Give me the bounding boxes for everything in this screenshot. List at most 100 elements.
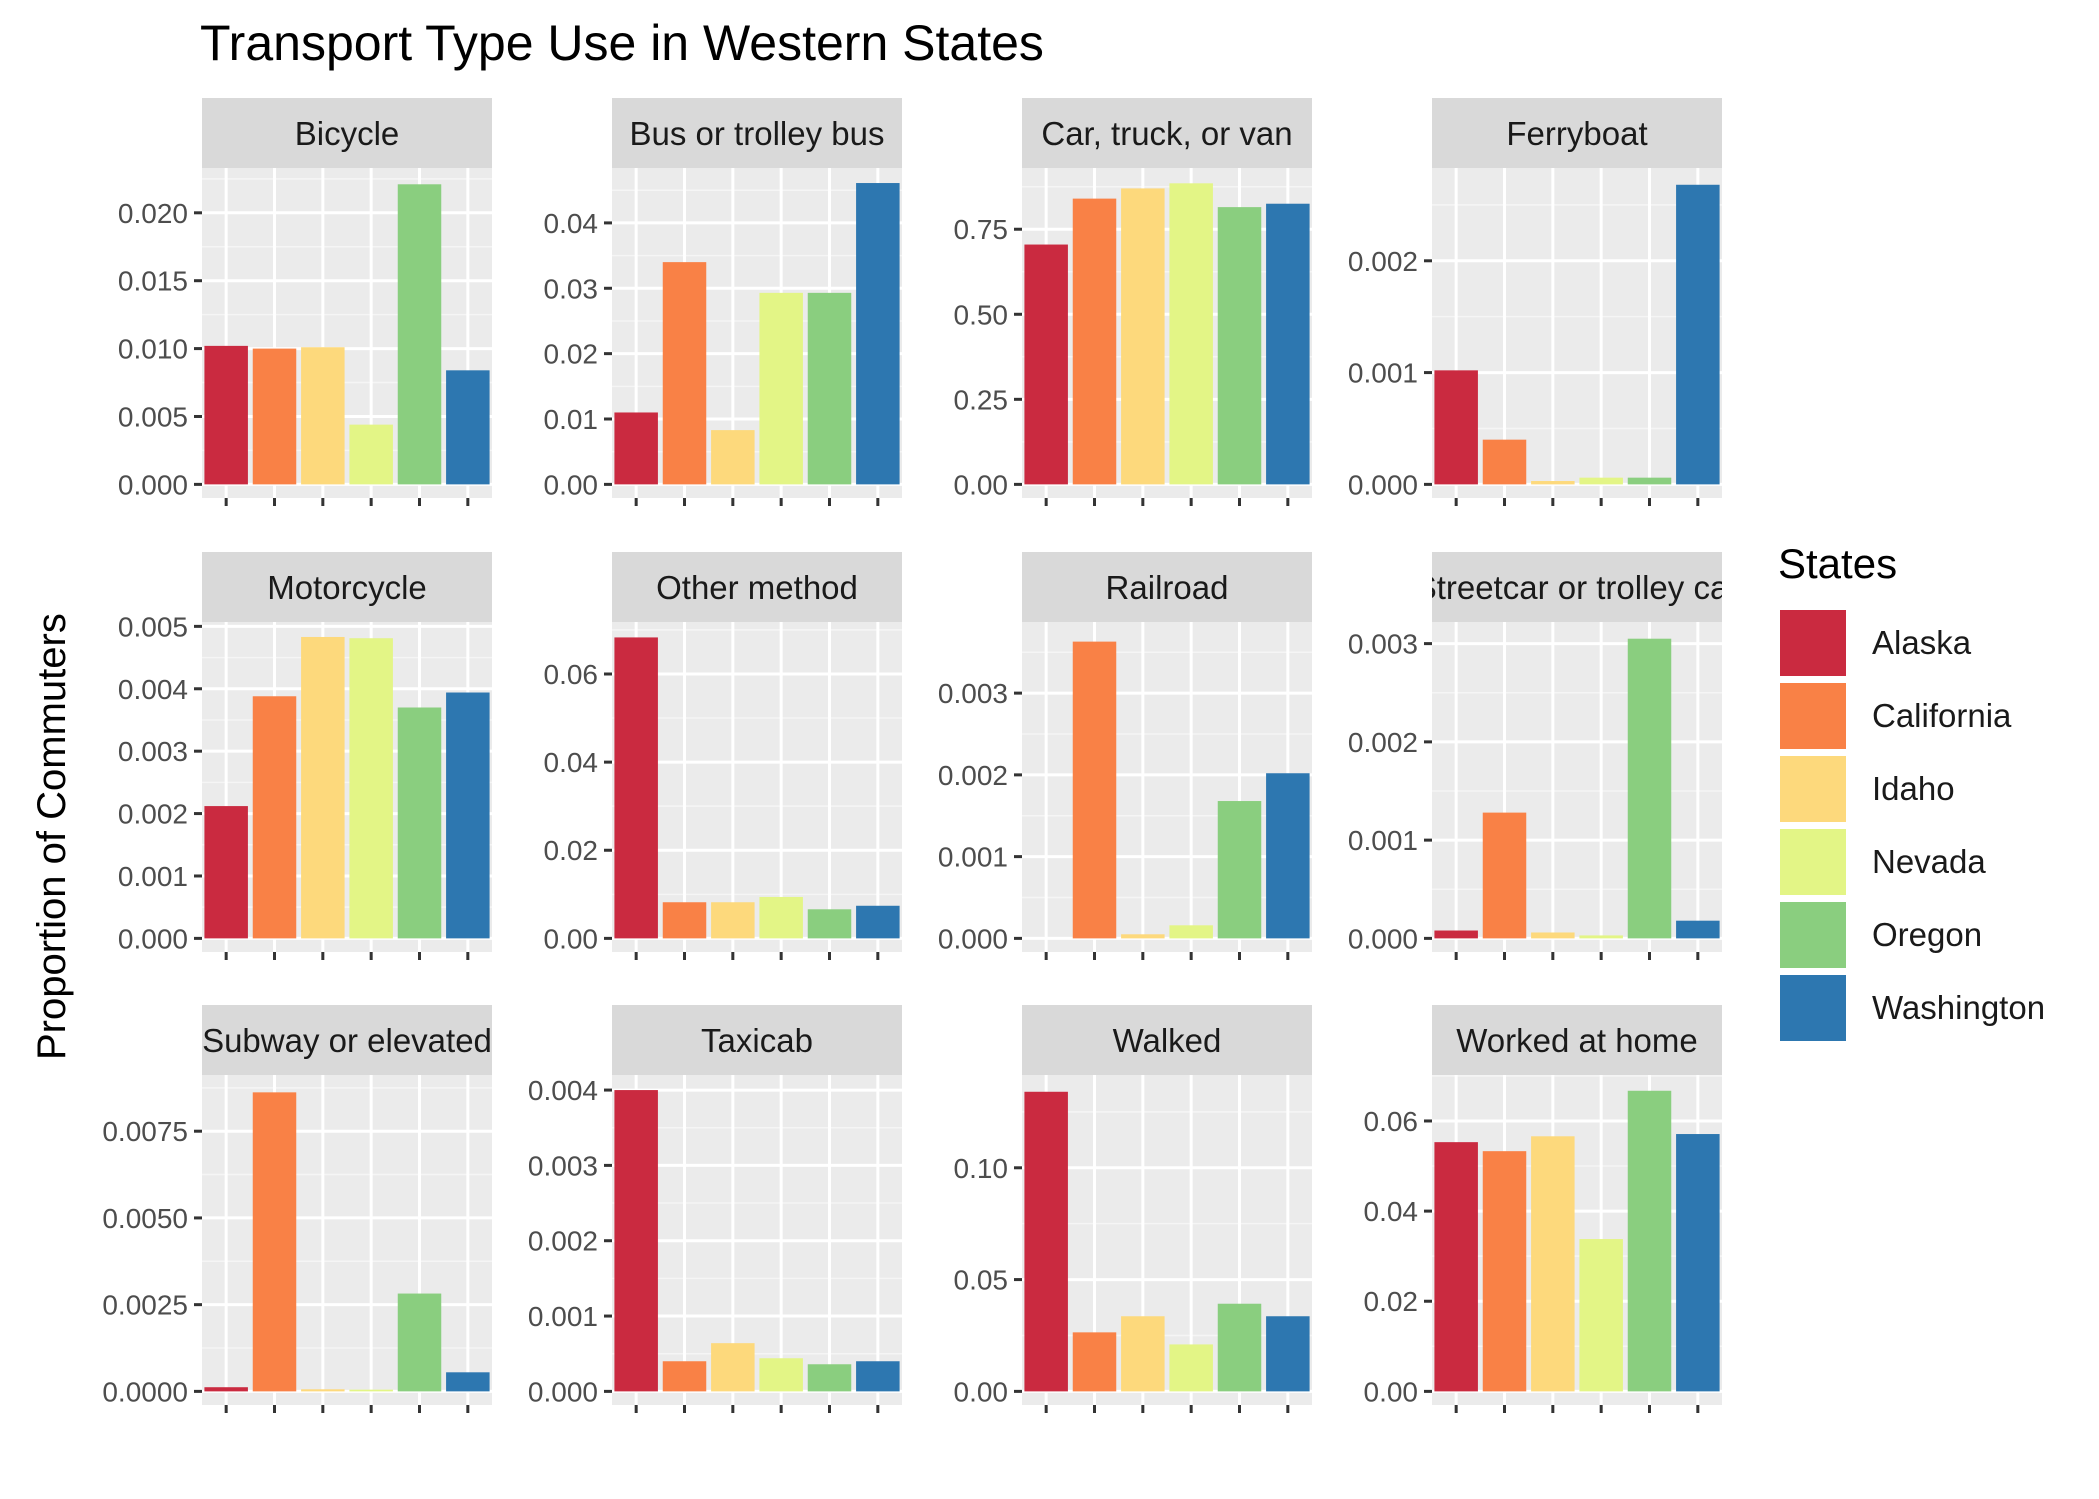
y-tick-label: 0.000 [118,923,188,954]
bar-worked-at-home-california [1482,1151,1527,1392]
y-tick-label: 0.004 [528,1075,598,1106]
facet-strip-label: Bicycle [295,115,400,152]
legend-key [1778,680,1848,751]
legend-label: Alaska [1872,623,1972,661]
bar-worked-at-home-washington [1676,1134,1720,1392]
y-tick-label: 0.000 [1348,469,1418,500]
bar-bicycle-idaho [301,347,345,485]
bar-subway-or-elevated-california [252,1092,297,1392]
y-tick-label: 0.0000 [102,1376,188,1407]
facet-bicycle: Bicycle 0.000 0.005 0.010 0.015 0.020 [118,98,492,506]
bar-other-method-washington [856,905,900,939]
legend-key [1778,972,1848,1043]
y-tick-label: 0.010 [118,334,188,365]
y-tick-label: 0.0025 [102,1290,188,1321]
chart-title: Transport Type Use in Western States [200,15,1044,71]
bar-walked-washington [1266,1316,1310,1392]
bar-subway-or-elevated-nevada [349,1389,393,1392]
y-tick-label: 0.75 [954,214,1009,245]
facet-strip [1022,552,1312,622]
bar-taxicab-washington [856,1361,900,1392]
facet-strip-label: Ferryboat [1506,115,1647,152]
y-tick-label: 0.002 [938,760,1008,791]
legend-label: California [1872,696,2012,734]
bar-streetcar-or-trolley-car-idaho [1531,932,1575,939]
bar-other-method-california [662,902,707,939]
y-tick-label: 0.002 [1348,246,1418,277]
facet-strip-label: Motorcycle [267,569,427,606]
facet-taxicab: Taxicab 0.000 0.001 0.002 0.003 0.004 [528,1005,902,1413]
facet-walked: Walked 0.00 0.05 0.10 [954,1005,1312,1413]
y-tick-label: 0.02 [544,339,599,370]
bar-other-method-nevada [759,896,803,939]
bar-worked-at-home-nevada [1579,1239,1623,1392]
y-tick-label: 0.003 [1348,629,1418,660]
y-tick-label: 0.0050 [102,1203,188,1234]
facet-strip [612,98,902,168]
y-tick-label: 0.001 [1348,358,1418,389]
y-tick-label: 0.015 [118,266,188,297]
y-tick-label: 0.002 [118,799,188,830]
panel-background [1432,622,1722,952]
facet-strip [202,98,492,168]
bar-streetcar-or-trolley-car-alaska [1434,930,1478,939]
bar-car-truck-or-van-nevada [1169,183,1213,485]
facet-strip-label: Bus or trolley bus [630,115,885,152]
facet-streetcar-or-trolley-car: Streetcar or trolley car 0.000 0.001 0.002 0… [1348,552,1722,960]
legend-item-nevada: Nevada [1778,825,2045,898]
y-tick-label: 0.001 [1348,825,1418,856]
facet-strip-label: Walked [1113,1022,1222,1059]
facet-strip-label: Railroad [1106,569,1229,606]
bar-streetcar-or-trolley-car-washington [1676,920,1720,939]
panel-background [1432,168,1722,498]
facet-strip [612,1005,902,1075]
bar-other-method-oregon [807,909,852,939]
panel-background [612,622,902,952]
bar-streetcar-or-trolley-car-nevada [1579,935,1623,939]
legend-key [1778,607,1848,678]
facet-strip [202,1005,492,1075]
facet-strip [612,552,902,622]
facet-ferryboat: Ferryboat 0.000 0.001 0.002 [1348,98,1722,506]
bar-ferryboat-oregon [1627,477,1672,485]
bar-ferryboat-washington [1676,184,1720,485]
bar-walked-idaho [1121,1316,1165,1392]
bar-ferryboat-nevada [1579,477,1623,485]
y-tick-label: 0.00 [544,469,599,500]
bar-taxicab-oregon [807,1364,852,1392]
y-tick-label: 0.002 [1348,727,1418,758]
y-tick-label: 0.01 [544,404,599,435]
y-tick-label: 0.004 [118,674,188,705]
y-tick-label: 0.04 [1364,1196,1419,1227]
bar-bicycle-california [252,348,297,485]
facet-other-method: Other method 0.00 0.02 0.04 0.06 [544,552,902,960]
bar-car-truck-or-van-idaho [1121,188,1165,485]
facet-strip [202,552,492,622]
facet-worked-at-home: Worked at home 0.00 0.02 0.04 0.06 [1364,1005,1722,1413]
bar-bicycle-washington [446,370,490,485]
legend-key [1778,899,1848,970]
bar-taxicab-nevada [759,1358,803,1392]
bar-taxicab-california [662,1361,707,1392]
legend-key [1778,826,1848,897]
panel-background [1022,168,1312,498]
facet-strip-label: Subway or elevated [202,1022,492,1059]
legend-label: Washington [1872,988,2046,1026]
panel-background [202,168,492,498]
bar-bus-or-trolley-bus-idaho [711,430,755,485]
y-tick-label: 0.001 [118,861,188,892]
legend-label: Oregon [1872,915,1983,953]
y-tick-label: 0.005 [118,401,188,432]
bar-ferryboat-idaho [1531,481,1575,485]
y-tick-label: 0.00 [954,469,1009,500]
bar-streetcar-or-trolley-car-california [1482,812,1527,939]
bar-bicycle-alaska [204,345,248,485]
bar-motorcycle-california [252,696,297,939]
bar-walked-alaska [1024,1091,1068,1392]
bar-railroad-oregon [1217,801,1262,939]
facet-strip-label: Car, truck, or van [1041,115,1292,152]
bar-bus-or-trolley-bus-california [662,262,707,485]
facet-strip-label: Worked at home [1456,1022,1698,1059]
y-tick-label: 0.50 [954,299,1009,330]
